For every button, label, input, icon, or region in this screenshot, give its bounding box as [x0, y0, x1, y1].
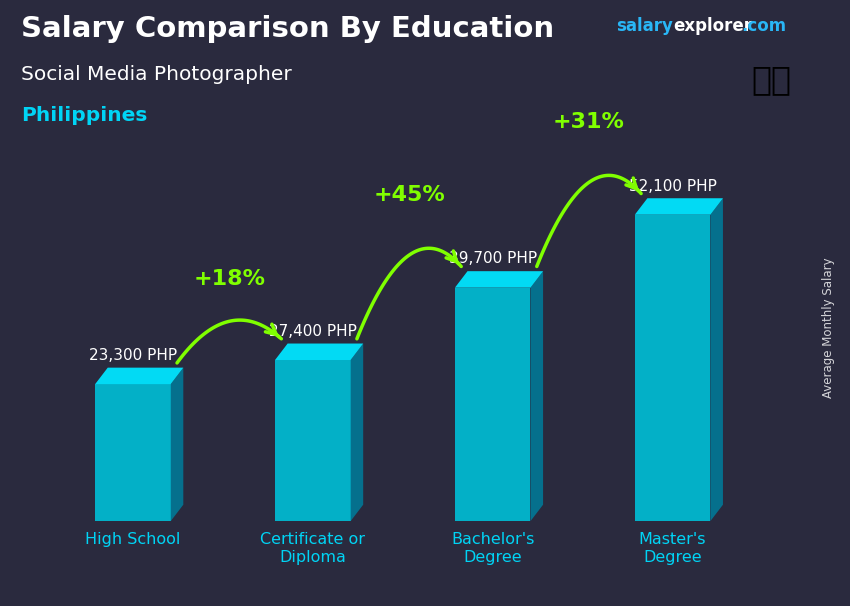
Polygon shape: [530, 271, 543, 521]
Text: Salary Comparison By Education: Salary Comparison By Education: [21, 15, 554, 43]
Polygon shape: [635, 215, 711, 521]
Text: 39,700 PHP: 39,700 PHP: [449, 251, 536, 267]
Text: +18%: +18%: [193, 270, 265, 290]
Polygon shape: [95, 368, 184, 384]
Text: 52,100 PHP: 52,100 PHP: [629, 179, 717, 193]
Text: 23,300 PHP: 23,300 PHP: [89, 348, 177, 363]
Text: salary: salary: [616, 17, 673, 35]
Text: .com: .com: [741, 17, 786, 35]
Text: Average Monthly Salary: Average Monthly Salary: [822, 257, 836, 398]
Text: +45%: +45%: [373, 185, 445, 205]
Polygon shape: [350, 344, 363, 521]
Polygon shape: [171, 368, 184, 521]
Polygon shape: [275, 360, 350, 521]
Polygon shape: [95, 384, 171, 521]
Polygon shape: [455, 288, 530, 521]
Polygon shape: [455, 271, 543, 288]
Polygon shape: [275, 344, 363, 360]
Text: explorer: explorer: [673, 17, 752, 35]
Text: Philippines: Philippines: [21, 106, 148, 125]
Text: 27,400 PHP: 27,400 PHP: [269, 324, 357, 339]
Text: +31%: +31%: [553, 112, 625, 132]
Text: Social Media Photographer: Social Media Photographer: [21, 65, 292, 84]
Polygon shape: [711, 198, 723, 521]
Text: 🇵🇭: 🇵🇭: [751, 64, 791, 96]
Polygon shape: [635, 198, 723, 215]
